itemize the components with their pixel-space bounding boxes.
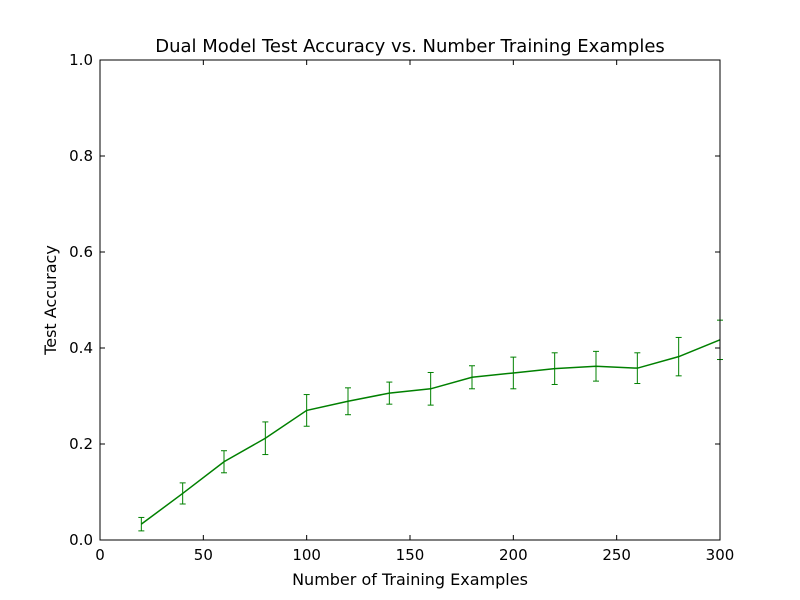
x-tick-label: 50 [194, 546, 213, 564]
error-bar [303, 394, 310, 427]
x-axis-label: Number of Training Examples [292, 570, 528, 589]
chart-title: Dual Model Test Accuracy vs. Number Trai… [155, 36, 665, 57]
error-bar [262, 421, 269, 456]
x-tick-label: 250 [602, 546, 631, 564]
y-tick-label: 0.6 [69, 243, 93, 261]
error-bar [221, 450, 227, 474]
y-tick-label: 1.0 [69, 51, 93, 69]
y-axis-label: Test Accuracy [41, 245, 60, 356]
error-bar [469, 365, 475, 390]
error-bar [138, 516, 145, 532]
plot-frame [99, 59, 721, 541]
error-bar [551, 352, 558, 385]
y-tick-label: 0.4 [69, 339, 93, 357]
error-bar [675, 336, 682, 377]
x-tick-label: 150 [396, 546, 425, 564]
series-line [140, 339, 721, 525]
error-bar [593, 350, 599, 382]
ticks-layer: 0 50 100 150 200 250 300 0.0 0.2 0.4 0.6 0.8 1.0 [69, 51, 734, 564]
x-tick-label: 0 [95, 546, 105, 564]
x-tick-label: 100 [292, 546, 321, 564]
y-tick-label: 0.2 [69, 435, 93, 453]
error-bar [634, 352, 641, 385]
error-bar [179, 482, 186, 505]
error-bar [386, 381, 393, 405]
error-bar [510, 356, 517, 390]
series-layer [138, 319, 723, 532]
y-tick-label: 0.0 [69, 531, 93, 549]
x-tick-label: 300 [706, 546, 735, 564]
x-tick-label: 200 [499, 546, 528, 564]
y-tick-label: 0.8 [69, 147, 93, 165]
error-bar [345, 387, 351, 416]
error-bar [427, 371, 434, 406]
